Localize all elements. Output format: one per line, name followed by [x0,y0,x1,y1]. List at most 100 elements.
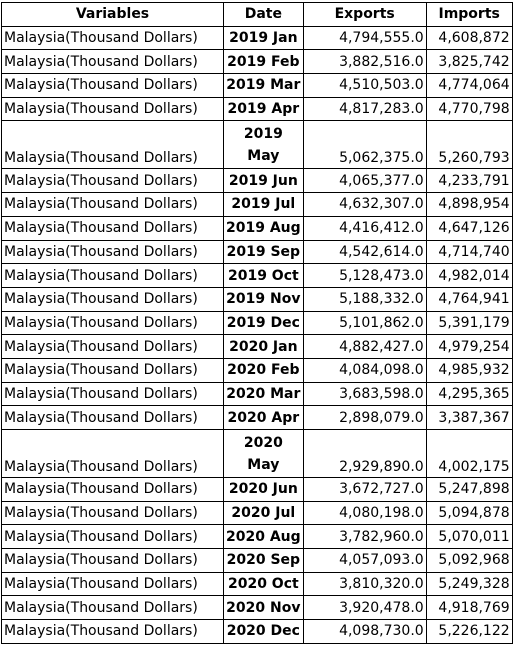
table-row: Malaysia(Thousand Dollars) 2020 Dec 4,098,… [1,619,513,644]
exports-cell: 3,672,727.0 [302,477,427,502]
imports-cell: 4,608,872 [425,25,513,51]
variable-cell: Malaysia(Thousand Dollars) [1,286,224,312]
exports-cell: 5,128,473.0 [302,263,427,288]
imports-cell: 4,770,798 [425,96,513,122]
table-row: Malaysia(Thousand Dollars) 2019 Sep 4,542,… [1,239,513,265]
imports-cell: 3,825,742 [425,49,513,75]
variable-cell: Malaysia(Thousand Dollars) [1,500,224,526]
table-row: Malaysia(Thousand Dollars) 2019 Nov 5,188,… [1,286,513,312]
date-cell: 2020 Feb [223,357,304,383]
imports-cell: 5,094,878 [425,500,513,526]
imports-cell: 5,226,122 [425,619,513,644]
date-cell: 2019 Apr [223,96,304,122]
exports-cell: 3,782,960.0 [302,524,427,550]
exports-cell: 5,101,862.0 [302,310,427,336]
variable-cell: Malaysia(Thousand Dollars) [1,619,224,644]
table-row: Malaysia(Thousand Dollars) 2020 Mar 3,683,… [1,381,513,407]
table-row: Malaysia(Thousand Dollars) 2020 Sep 4,057,… [1,548,513,573]
imports-cell: 4,774,064 [425,73,513,98]
variable-cell: Malaysia(Thousand Dollars) [1,25,224,51]
imports-cell: 4,979,254 [425,334,513,359]
imports-cell: 5,249,328 [425,571,513,597]
imports-cell: 4,764,941 [425,286,513,312]
imports-cell: 5,391,179 [425,310,513,336]
imports-cell: 4,233,791 [425,168,513,194]
variable-cell: Malaysia(Thousand Dollars) [1,310,224,336]
variable-cell: Malaysia(Thousand Dollars) [1,334,224,359]
date-cell: 2019 Jul [223,192,304,217]
table-row: Malaysia(Thousand Dollars) 2019 Oct 5,128,… [1,263,513,288]
table-row: Malaysia(Thousand Dollars) 2020 Jul 4,080,… [1,500,513,526]
table-row: Malaysia(Thousand Dollars) 2019 Apr 4,817,… [1,96,513,122]
exports-cell: 5,062,375.0 [302,120,427,170]
table-row: Malaysia(Thousand Dollars) 2019 Dec 5,101,… [1,310,513,336]
table-row: Malaysia(Thousand Dollars) 2019 Aug 4,416,… [1,215,513,241]
header-variables: Variables [1,2,224,27]
exports-cell: 3,882,516.0 [302,49,427,75]
variable-cell: Malaysia(Thousand Dollars) [1,405,224,430]
exports-cell: 3,810,320.0 [302,571,427,597]
date-cell: 2020 Sep [223,548,304,573]
date-cell: 2020 Apr [223,405,304,430]
imports-cell: 4,647,126 [425,215,513,241]
variable-cell: Malaysia(Thousand Dollars) [1,429,224,478]
imports-cell: 4,002,175 [425,429,513,478]
date-cell: 2020 May [223,429,304,478]
date-cell: 2020 Jul [223,500,304,526]
imports-cell: 4,982,014 [425,263,513,288]
date-cell: 2019 Aug [223,215,304,241]
table-row: Malaysia(Thousand Dollars) 2020 Nov 3,920,… [1,595,513,621]
table-row: Malaysia(Thousand Dollars) 2019 Jul 4,632,… [1,192,513,217]
table-row: Malaysia(Thousand Dollars) 2020 Jun 3,672,… [1,477,513,502]
date-cell: 2019 Mar [223,73,304,98]
variable-cell: Malaysia(Thousand Dollars) [1,96,224,122]
header-exports: Exports [302,2,427,27]
date-cell: 2019 Jun [223,168,304,194]
date-cell: 2020 Oct [223,571,304,597]
imports-cell: 5,092,968 [425,548,513,573]
date-cell: 2020 Jan [223,334,304,359]
imports-cell: 4,985,932 [425,357,513,383]
date-cell: 2020 Dec [223,619,304,644]
imports-cell: 4,295,365 [425,381,513,407]
header-date: Date [223,2,304,27]
imports-cell: 4,898,954 [425,192,513,217]
date-cell: 2020 Mar [223,381,304,407]
table-row: Malaysia(Thousand Dollars) 2019 Jun 4,065,… [1,168,513,194]
exports-cell: 2,898,079.0 [302,405,427,430]
variable-cell: Malaysia(Thousand Dollars) [1,357,224,383]
variable-cell: Malaysia(Thousand Dollars) [1,524,224,550]
date-cell: 2019 Sep [223,239,304,265]
exports-cell: 4,794,555.0 [302,25,427,51]
imports-cell: 4,918,769 [425,595,513,621]
date-cell: 2019 Feb [223,49,304,75]
variable-cell: Malaysia(Thousand Dollars) [1,73,224,98]
header-imports: Imports [425,2,513,27]
exports-cell: 3,683,598.0 [302,381,427,407]
date-cell: 2019 Jan [223,25,304,51]
imports-cell: 3,387,367 [425,405,513,430]
variable-cell: Malaysia(Thousand Dollars) [1,120,224,170]
table-row: Malaysia(Thousand Dollars) 2019 Mar 4,510,… [1,73,513,98]
table-row: Malaysia(Thousand Dollars) 2020 Apr 2,898,… [1,405,513,430]
exports-cell: 4,098,730.0 [302,619,427,644]
table-row: Malaysia(Thousand Dollars) 2019 Jan 4,794,… [1,25,513,51]
date-cell: 2019 May [223,120,304,170]
exports-cell: 4,084,098.0 [302,357,427,383]
exports-cell: 4,632,307.0 [302,192,427,217]
variable-cell: Malaysia(Thousand Dollars) [1,239,224,265]
table-row: Malaysia(Thousand Dollars) 2020 Aug 3,782,… [1,524,513,550]
variable-cell: Malaysia(Thousand Dollars) [1,168,224,194]
variable-cell: Malaysia(Thousand Dollars) [1,477,224,502]
exports-cell: 3,920,478.0 [302,595,427,621]
exports-cell: 4,080,198.0 [302,500,427,526]
imports-cell: 4,714,740 [425,239,513,265]
variable-cell: Malaysia(Thousand Dollars) [1,215,224,241]
date-cell: 2019 Nov [223,286,304,312]
date-cell: 2020 Nov [223,595,304,621]
table-row: Malaysia(Thousand Dollars) 2020 Feb 4,084,… [1,357,513,383]
table-row: Malaysia(Thousand Dollars) 2019 Feb 3,882,… [1,49,513,75]
exports-cell: 4,542,614.0 [302,239,427,265]
variable-cell: Malaysia(Thousand Dollars) [1,548,224,573]
